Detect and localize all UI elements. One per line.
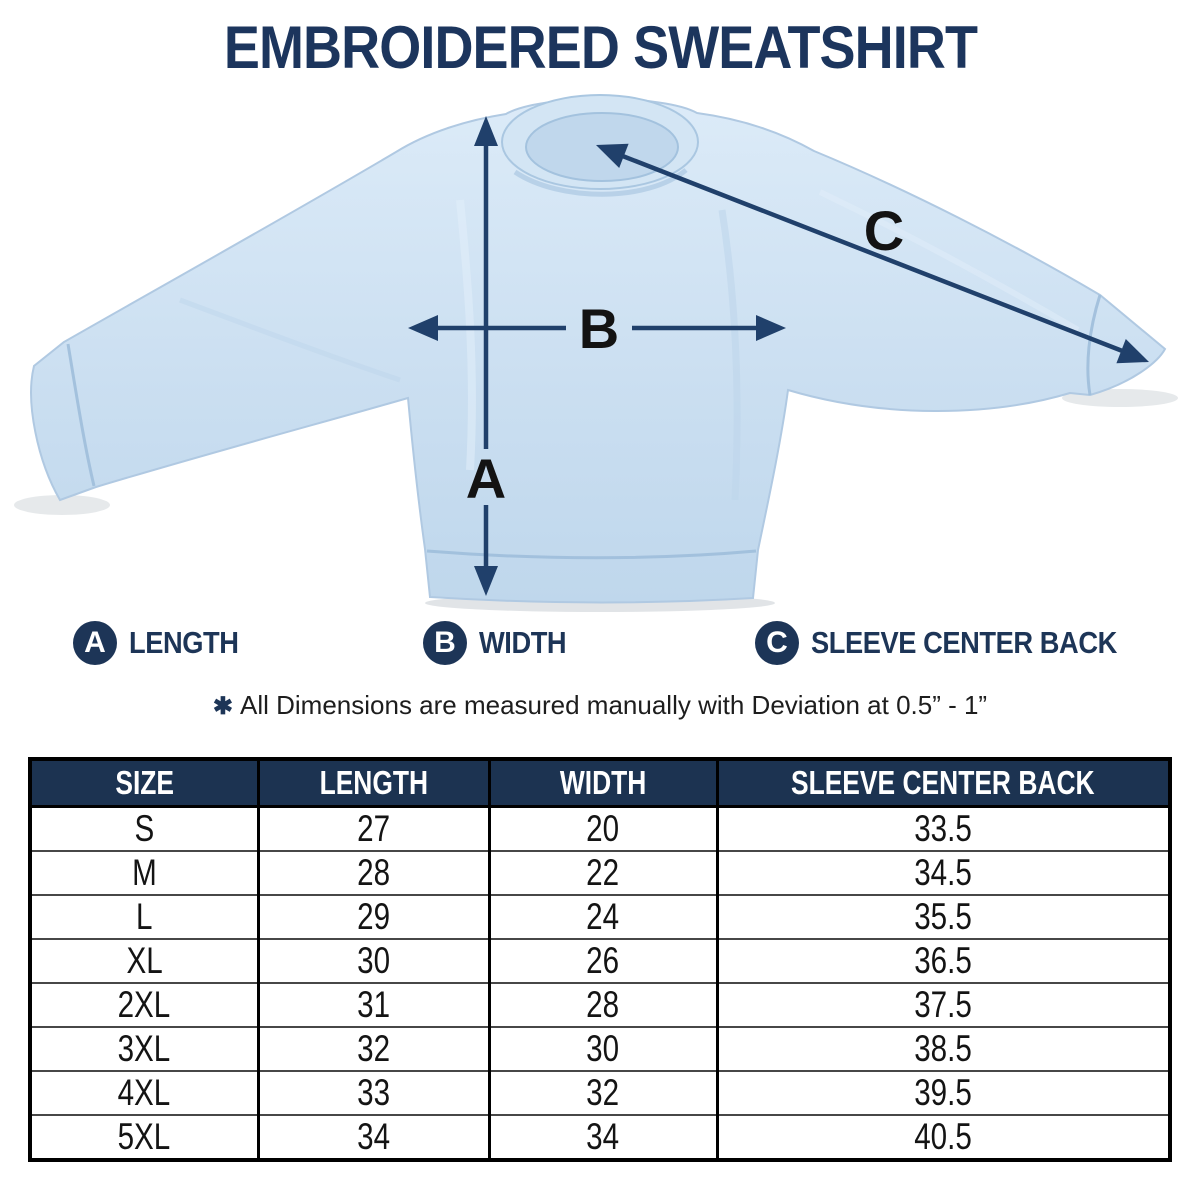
table-cell: 34.5 [715, 850, 1170, 895]
collar-shadow [513, 168, 688, 197]
legend-badge-a: A [73, 621, 117, 665]
sleeve-center-back-arrow-C [596, 143, 1149, 364]
arrowhead-down-icon [474, 566, 498, 596]
seam-lines [66, 294, 1102, 560]
header-cell-sleeve: SLEEVE CENTER BACK [715, 759, 1170, 808]
table-cell: 28 [487, 982, 717, 1027]
legend-badge-c: C [755, 621, 799, 665]
legend-badge-b: B [423, 621, 467, 665]
table-cell: XL [30, 938, 258, 983]
marker-a-label: A [466, 447, 506, 510]
table-cell: 32 [256, 1026, 489, 1071]
table-cell: 36.5 [715, 938, 1170, 983]
table-cell: 30 [256, 938, 489, 983]
table-cell: 33 [256, 1070, 489, 1115]
table-cell: 27 [256, 805, 489, 851]
table-cell: 4XL [30, 1070, 258, 1115]
header-cell-length: LENGTH [256, 759, 489, 808]
table-row: 5XL 34 34 40.5 [30, 1114, 1170, 1160]
table-cell: 3XL [30, 1026, 258, 1071]
arrowhead-right-icon [756, 315, 786, 341]
table-cell: 32 [487, 1070, 717, 1115]
page-title-text: EMBROIDERED SWEATSHIRT [223, 14, 977, 81]
table-row: XL 30 26 36.5 [30, 938, 1170, 983]
table-row: 3XL 32 30 38.5 [30, 1026, 1170, 1071]
table-cell: 30 [487, 1026, 717, 1071]
length-arrow-A [474, 116, 498, 596]
arrowhead-up-icon [474, 116, 498, 146]
legend-item-width: B WIDTH [423, 621, 578, 665]
table-cell: 38.5 [715, 1026, 1170, 1071]
size-table-body: S 27 20 33.5 M 28 22 34.5 L 29 24 35.5 XL 30 26 36.5 2XL… [30, 805, 1170, 1160]
table-cell: 34 [487, 1114, 717, 1160]
arrowhead-downright-icon [1116, 339, 1149, 364]
width-arrow-B [408, 315, 786, 341]
table-cell: 26 [487, 938, 717, 983]
table-cell: 5XL [30, 1114, 258, 1160]
size-table-header: SIZE LENGTH WIDTH SLEEVE CENTER BACK [30, 759, 1170, 808]
table-row: S 27 20 33.5 [30, 805, 1170, 851]
table-cell: 20 [487, 805, 717, 851]
table-row: M 28 22 34.5 [30, 850, 1170, 895]
table-cell: L [30, 894, 258, 939]
legend-label-sleeve: SLEEVE CENTER BACK [811, 625, 1117, 660]
table-cell: 37.5 [715, 982, 1170, 1027]
legend-label-length: LENGTH [129, 625, 239, 660]
table-cell: 33.5 [715, 805, 1170, 851]
header-cell-width: WIDTH [487, 759, 717, 808]
table-row: 2XL 31 28 37.5 [30, 982, 1170, 1027]
sweatshirt-diagram: A B C [14, 94, 1178, 612]
marker-c-label: C [864, 199, 904, 262]
size-table: SIZE LENGTH WIDTH SLEEVE CENTER BACK S 27… [28, 757, 1172, 1162]
table-row: 4XL 33 32 39.5 [30, 1070, 1170, 1115]
legend-badge-b-letter: B [434, 626, 456, 659]
legend-item-length: A LENGTH [73, 621, 253, 665]
table-cell: 40.5 [715, 1114, 1170, 1160]
arrowhead-left-icon [408, 315, 438, 341]
header-row: SIZE LENGTH WIDTH SLEEVE CENTER BACK [30, 759, 1170, 808]
fabric-folds [179, 189, 1080, 501]
deviation-note: ✱ All Dimensions are measured manually wi… [0, 690, 1200, 721]
legend-badge-c-letter: C [766, 626, 788, 659]
header-cell-size: SIZE [30, 759, 258, 808]
legend-item-sleeve: C SLEEVE CENTER BACK [755, 621, 1159, 665]
page-title: EMBROIDERED SWEATSHIRT [0, 16, 1200, 79]
table-cell: 24 [487, 894, 717, 939]
table-cell: 29 [256, 894, 489, 939]
table-cell: 31 [256, 982, 489, 1027]
legend-label-width: WIDTH [479, 625, 567, 660]
legend-badge-a-letter: A [84, 626, 106, 659]
table-row: L 29 24 35.5 [30, 894, 1170, 939]
table-cell: 39.5 [715, 1070, 1170, 1115]
marker-b-label: B [579, 297, 619, 360]
table-cell: S [30, 805, 258, 851]
measurement-arrows [408, 116, 1149, 596]
table-cell: 35.5 [715, 894, 1170, 939]
arrowhead-upleft-icon [596, 143, 629, 168]
table-cell: 22 [487, 850, 717, 895]
deviation-note-text: All Dimensions are measured manually wit… [240, 690, 988, 720]
table-cell: 34 [256, 1114, 489, 1160]
table-cell: 28 [256, 850, 489, 895]
table-cell: 2XL [30, 982, 258, 1027]
table-cell: M [30, 850, 258, 895]
sweatshirt-illustration [30, 94, 1167, 604]
asterisk-icon: ✱ [212, 693, 233, 720]
